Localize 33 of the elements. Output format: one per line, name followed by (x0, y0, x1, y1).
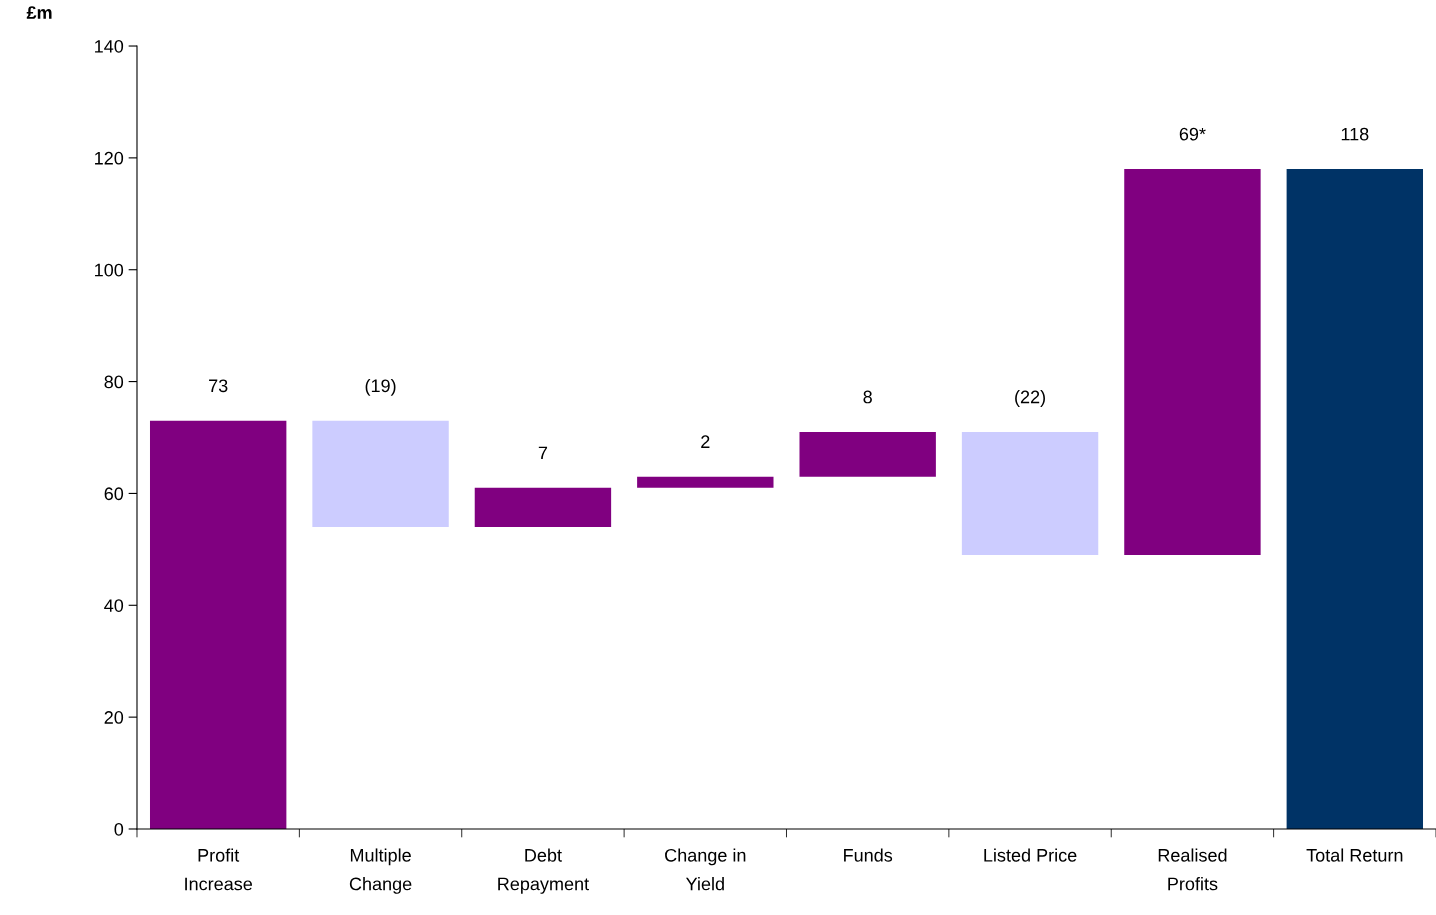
bar (149, 420, 287, 829)
y-tick-label: 20 (104, 711, 124, 724)
data-label: 8 (863, 390, 872, 404)
data-label: 73 (209, 379, 228, 393)
bar (799, 431, 936, 477)
y-tick-label: 140 (95, 39, 124, 53)
x-tick-label: Funds (844, 848, 893, 862)
y-tick-label: 120 (95, 151, 124, 165)
bar (637, 476, 774, 488)
data-label: (22) (1015, 390, 1045, 407)
data-label: 2 (701, 435, 710, 448)
bar (312, 420, 449, 527)
y-tick-label: 80 (104, 375, 124, 389)
x-tick-label: Realised Profits (1158, 848, 1227, 891)
y-tick-label: 100 (95, 263, 124, 277)
data-label: 118 (1341, 127, 1369, 141)
x-tick-label: Listed Price (984, 848, 1077, 862)
y-tick-label: 40 (104, 599, 124, 613)
y-tick-label: 60 (104, 487, 124, 501)
x-tick-label: Change in Yield (665, 848, 746, 891)
x-tick-label: Multiple Change (349, 848, 412, 894)
bar (1286, 169, 1424, 829)
y-tick-label: 0 (114, 822, 124, 836)
data-label: 7 (538, 446, 548, 460)
bar (474, 487, 612, 527)
x-tick-label: Total Return (1306, 848, 1403, 862)
bar (1124, 169, 1261, 555)
bar (961, 431, 1099, 555)
data-label: (19) (365, 378, 396, 396)
data-label: 69* (1179, 127, 1206, 141)
x-tick-label: Debt Repayment (498, 848, 589, 894)
y-axis-title: £m (26, 6, 52, 19)
x-tick-label: Profit Increase (185, 848, 253, 891)
